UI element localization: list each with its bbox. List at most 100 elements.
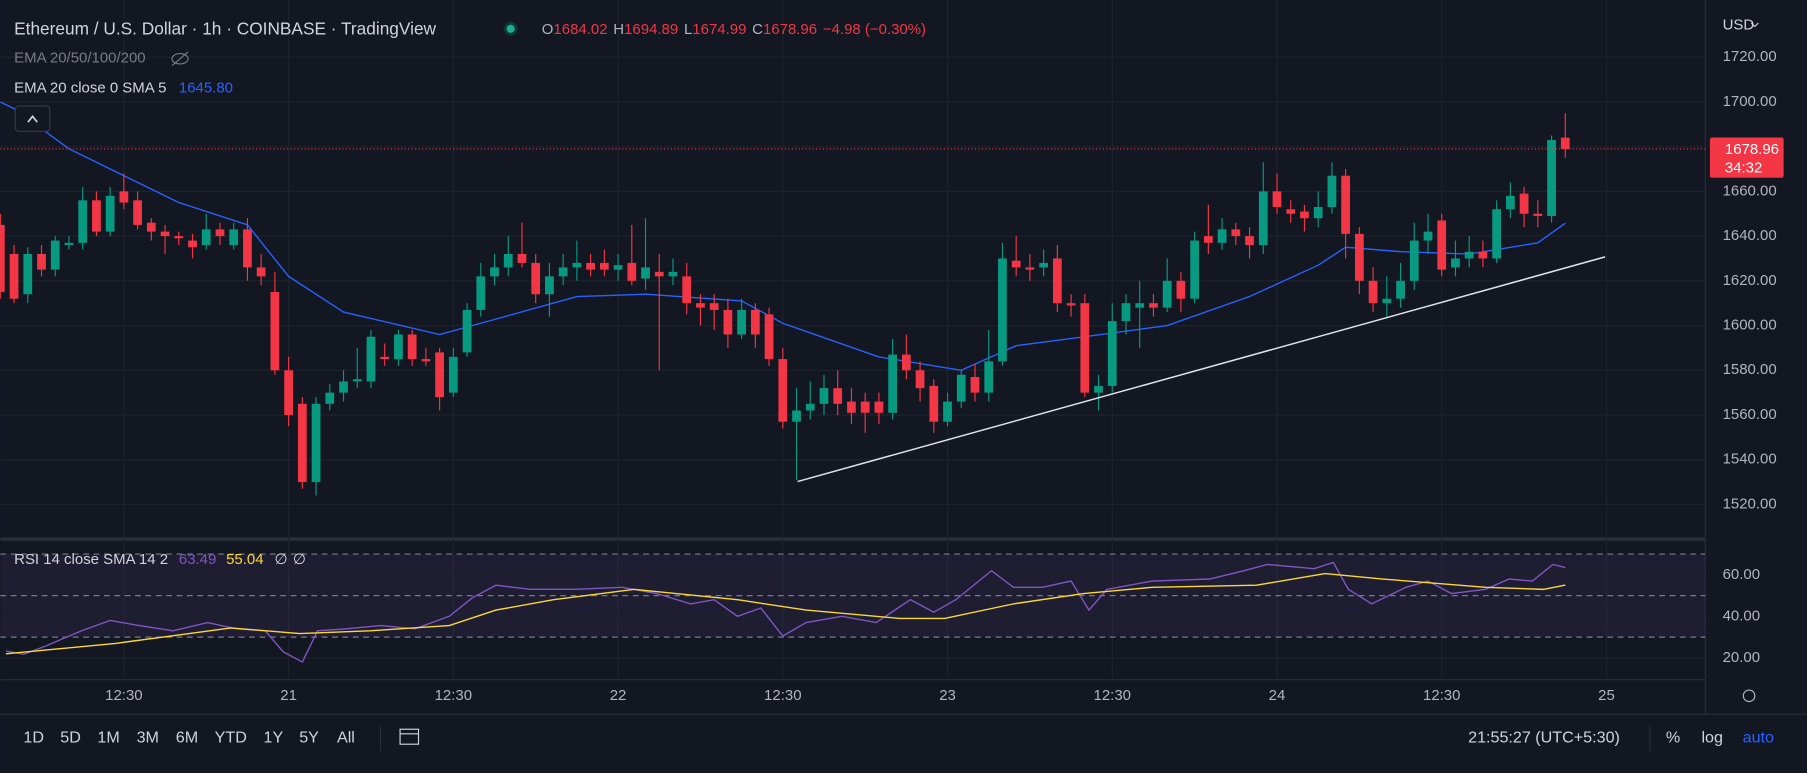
candle-body [1478, 251, 1488, 259]
rsi-sma-legend-value: 55.04 [226, 551, 263, 568]
candle-body [1519, 193, 1529, 214]
x-tick-label: 12:30 [105, 687, 142, 704]
candle-body [1190, 240, 1200, 299]
candle-body [64, 242, 74, 246]
indicator-line [5, 572, 1566, 655]
candle-body [654, 271, 664, 277]
candle-body [943, 401, 952, 422]
scale-option[interactable]: log [1701, 729, 1723, 747]
candle-body [1135, 303, 1145, 308]
candle-body [325, 392, 335, 404]
candle-body [1149, 303, 1158, 308]
candle-body [229, 229, 239, 246]
candle-body [1011, 260, 1021, 268]
h-label: H [613, 21, 624, 38]
candle-body [1217, 229, 1227, 243]
y-tick-label: 1540.00 [1723, 451, 1777, 468]
range-button[interactable]: YTD [215, 729, 247, 747]
candle-body [448, 356, 458, 393]
candle-body [874, 401, 884, 413]
candle-body [1094, 385, 1103, 393]
range-button[interactable]: 1M [97, 729, 119, 747]
candle-body [270, 292, 280, 371]
candle-body [819, 388, 829, 404]
symbol-title: Ethereum / U.S. Dollar · 1h · COINBASE ·… [14, 19, 436, 39]
price-tag-value: 1678.96 [1725, 141, 1779, 158]
candle-body [1396, 280, 1405, 299]
candle-body [490, 267, 499, 277]
candle-body [668, 271, 678, 277]
y-tick-label: 40.00 [1723, 607, 1760, 624]
scale-option[interactable]: % [1666, 729, 1680, 747]
candle-body [256, 267, 266, 277]
range-button[interactable]: 1Y [263, 729, 283, 747]
candle-body [764, 314, 774, 360]
candle-body [1245, 236, 1254, 246]
candle-body [366, 336, 376, 382]
scale-option[interactable]: auto [1743, 729, 1774, 747]
candle-body [792, 410, 801, 422]
compare-icon[interactable] [399, 728, 420, 745]
candle-body [737, 309, 746, 335]
candle-body [174, 236, 184, 239]
range-button[interactable]: 5Y [299, 729, 319, 747]
candle-body [1409, 240, 1419, 281]
candle-body [435, 352, 444, 398]
candle-body [160, 231, 170, 237]
range-button[interactable]: 1D [23, 729, 44, 747]
collapse-button[interactable] [14, 105, 51, 132]
hidden-icon[interactable] [171, 51, 189, 67]
candle-body [998, 258, 1007, 362]
y-tick-label: 1600.00 [1723, 316, 1777, 333]
candle-body [517, 253, 527, 263]
candle-body [860, 401, 870, 413]
candle-body [1492, 209, 1502, 259]
l-label: L [684, 21, 692, 38]
candle-body [119, 191, 129, 203]
y-tick-label: 60.00 [1723, 566, 1760, 583]
y-tick-label: 1660.00 [1723, 182, 1777, 199]
candle-body [394, 334, 403, 360]
range-button[interactable]: 6M [176, 729, 198, 747]
candle-body [407, 334, 417, 360]
ema-legend-value: 1645.80 [179, 80, 233, 97]
x-tick-label: 12:30 [1423, 687, 1460, 704]
clock: 21:55:27 (UTC+5:30) [1468, 729, 1620, 747]
candle-body [50, 240, 60, 270]
range-button[interactable]: All [337, 729, 355, 747]
candle-body [572, 262, 582, 268]
candle-body [778, 359, 788, 422]
candle-body [1176, 280, 1186, 299]
y-tick-label: 20.00 [1723, 649, 1760, 666]
candle-body [1341, 175, 1351, 234]
o-label: O [542, 21, 554, 38]
price-tag [1709, 137, 1784, 178]
close-value: 1678.96 [763, 21, 817, 38]
candle-body [1354, 233, 1364, 281]
ema-legend: EMA 20 close 0 SMA 5 [14, 80, 166, 97]
candle-body [586, 262, 595, 270]
candle-body [1437, 220, 1447, 270]
candle-body [1066, 303, 1076, 306]
x-tick-label: 23 [939, 687, 956, 704]
y-tick-label: 1580.00 [1723, 361, 1777, 378]
rsi-extra: ∅ [275, 551, 288, 568]
candle-body [37, 253, 46, 270]
settings-icon[interactable] [1742, 689, 1756, 703]
candle-body [380, 356, 390, 360]
candle-body [723, 309, 733, 335]
indicator-line [5, 561, 1566, 664]
range-button[interactable]: 3M [137, 729, 159, 747]
candle-body [627, 262, 637, 281]
candle-body [956, 374, 966, 402]
low-value: 1674.99 [692, 21, 746, 38]
candle-body [1203, 236, 1213, 243]
candle-body [805, 403, 815, 411]
range-button[interactable]: 5D [60, 729, 81, 747]
currency[interactable]: USD [1723, 16, 1755, 33]
candle-body [352, 379, 362, 382]
candle-body [1533, 213, 1543, 216]
